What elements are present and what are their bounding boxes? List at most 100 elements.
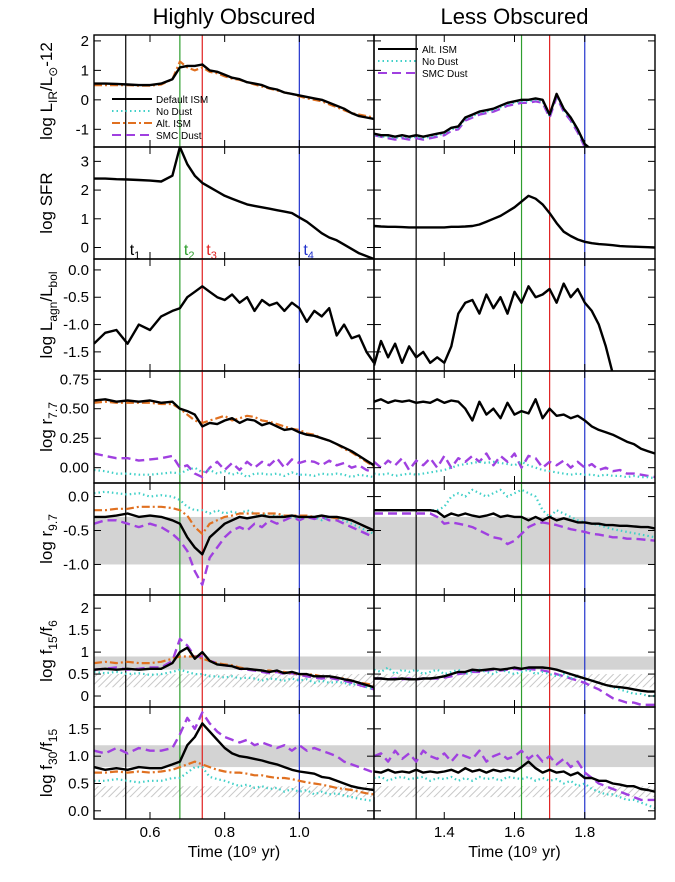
y-tick-label: 0.50 <box>60 401 89 418</box>
series-default <box>94 722 374 792</box>
y-axis-label: log r9.7 <box>37 514 60 564</box>
time-marker-label: t4 <box>303 242 314 262</box>
y-tick-label: 0 <box>81 688 89 705</box>
plot-area <box>94 371 374 483</box>
plot-area <box>94 35 374 147</box>
time-marker-label: t2 <box>184 242 195 262</box>
y-tick-label: 0 <box>81 92 89 109</box>
legend-label: Default ISM <box>156 95 208 106</box>
legend-label: No Dust <box>422 57 458 68</box>
series-altism <box>94 400 374 468</box>
y-tick-label: -0.5 <box>63 289 89 306</box>
y-tick-label: -1.0 <box>63 556 89 573</box>
series-default <box>374 666 655 693</box>
y-tick-label: 0 <box>81 240 89 257</box>
plot-area <box>374 35 591 147</box>
y-tick-label: 0.0 <box>68 803 89 820</box>
panel-frame <box>93 146 375 260</box>
series-default <box>374 194 655 249</box>
series-smc <box>374 452 655 479</box>
hatched-band <box>374 786 655 798</box>
y-tick-label: 1 <box>81 211 89 228</box>
series-nodust <box>94 668 374 691</box>
series-default <box>374 760 655 793</box>
series-default <box>374 282 614 371</box>
series-nodust <box>94 765 374 803</box>
series-nodust <box>94 490 374 535</box>
hatched-band <box>94 674 374 688</box>
y-tick-label: 1.0 <box>68 748 89 765</box>
y-tick-label: -1 <box>76 121 89 138</box>
series-default <box>94 512 374 556</box>
y-tick-label: 0.0 <box>68 262 89 279</box>
legend-label: No Dust <box>156 107 192 118</box>
series-default <box>94 646 374 689</box>
plot-area <box>94 259 374 371</box>
x-tick-label: 1.6 <box>504 824 525 841</box>
legend-label: Alt. ISM <box>156 119 191 130</box>
y-tick-label: 1 <box>81 62 89 79</box>
plot-area <box>94 483 374 595</box>
y-axis-label: log r7.7 <box>37 402 60 452</box>
series-smc <box>374 749 655 802</box>
y-tick-label: -1.0 <box>63 317 89 334</box>
plot-area <box>374 147 655 259</box>
time-marker-label: t1 <box>130 242 141 262</box>
series-smc <box>374 95 587 147</box>
panel-frame <box>93 594 375 708</box>
series-altism <box>94 60 374 119</box>
plot-area <box>374 595 655 707</box>
y-tick-label: 3 <box>81 153 89 170</box>
y-axis-label: log SFR <box>37 172 56 233</box>
series-nodust <box>374 775 655 810</box>
y-tick-label: 1.5 <box>68 721 89 738</box>
y-tick-label: 0.5 <box>68 775 89 792</box>
y-axis-label: log f15/f6 <box>37 620 60 682</box>
plot-area <box>94 707 374 819</box>
series-altism <box>94 760 374 796</box>
series-default <box>94 398 374 467</box>
series-nodust <box>94 466 374 479</box>
hatched-band <box>94 786 374 798</box>
y-tick-label: 0.25 <box>60 430 89 447</box>
y-tick-label: 0.00 <box>60 460 89 477</box>
series-default <box>94 285 374 364</box>
y-tick-label: 0.5 <box>68 666 89 683</box>
series-default <box>374 398 655 455</box>
x-tick-label: 1.4 <box>434 824 455 841</box>
column-title: Highly Obscured <box>153 4 316 29</box>
y-axis-label: log LIR/L⊙-12 <box>37 42 60 140</box>
series-smc <box>374 512 655 546</box>
x-tick-label: 1.8 <box>574 824 595 841</box>
legend-label: SMC Dust <box>422 69 468 80</box>
legend-label: Alt. ISM <box>422 45 457 56</box>
series-smc <box>94 711 374 774</box>
series-default <box>374 509 655 530</box>
panel-frame <box>93 34 375 148</box>
y-tick-label: 2 <box>81 600 89 617</box>
y-tick-label: 2 <box>81 182 89 199</box>
y-tick-label: 0.75 <box>60 371 89 388</box>
y-tick-label: 2 <box>81 33 89 50</box>
legend-label: SMC Dust <box>156 131 202 142</box>
x-tick-label: 1.0 <box>289 824 310 841</box>
panel-frame <box>93 370 375 484</box>
time-marker-label: t3 <box>206 242 217 262</box>
series-default <box>374 92 591 147</box>
series-smc <box>94 452 374 479</box>
plot-area <box>374 259 614 371</box>
plot-area <box>374 371 655 483</box>
series-nodust <box>374 488 655 539</box>
series-default <box>94 63 374 121</box>
column-title: Less Obscured <box>441 4 589 29</box>
y-tick-label: 0.0 <box>68 489 89 506</box>
plot-area <box>94 595 374 707</box>
shaded-band <box>94 516 374 565</box>
series-smc <box>94 637 374 691</box>
plot-area <box>94 147 374 259</box>
plot-area <box>374 707 655 819</box>
y-axis-label: log Lagn/Lbol <box>37 271 60 358</box>
